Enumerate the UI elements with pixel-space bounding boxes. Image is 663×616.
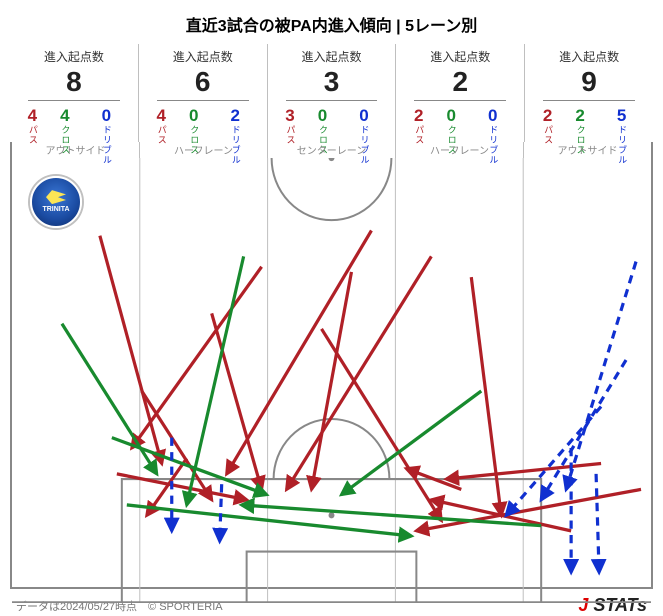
lane-pass-num: 2 — [414, 107, 423, 124]
lane-dribble-num: 0 — [102, 107, 111, 124]
lane-cell: 進入起点数 9 2 パス 2 クロス 5 ドリブル — [524, 44, 653, 142]
lane-name: ハーフレーン — [395, 142, 523, 158]
lane-cell: 進入起点数 6 4 パス 0 クロス 2 ドリブル — [138, 44, 267, 142]
entry-arrow — [187, 256, 244, 505]
entry-arrow — [312, 272, 352, 489]
lane-cross-num: 0 — [447, 107, 456, 124]
lane-cross-num: 0 — [189, 107, 198, 124]
lane-name: センターレーン — [267, 142, 395, 158]
entry-arrow — [117, 474, 247, 500]
lane-header-label: 進入起点数 — [396, 48, 524, 65]
lane-pass-num: 4 — [28, 107, 37, 124]
lane-header-label: 進入起点数 — [268, 48, 396, 65]
lane-cross-num: 4 — [60, 107, 69, 124]
lane-header-label: 進入起点数 — [525, 48, 653, 65]
lane-cross-num: 2 — [575, 107, 584, 124]
chart-container: 直近3試合の被PA内進入傾向 | 5レーン別 進入起点数 8 4 パス 4 クロ… — [0, 0, 663, 611]
lane-dribble-num: 0 — [359, 107, 368, 124]
lane-cell: 進入起点数 8 4 パス 4 クロス 0 ドリブル — [10, 44, 138, 142]
entry-arrow — [322, 329, 442, 521]
lane-names-row: アウトサイドハーフレーンセンターレーンハーフレーンアウトサイド — [12, 142, 651, 158]
lane-header-label: 進入起点数 — [139, 48, 267, 65]
team-badge-text: TRINITA — [42, 206, 69, 213]
lane-total: 9 — [543, 67, 635, 101]
lane-dribble-num: 5 — [617, 107, 626, 124]
team-badge-bird-icon — [46, 190, 66, 204]
pitch-area: アウトサイドハーフレーンセンターレーンハーフレーンアウトサイド TRINITA — [10, 142, 653, 589]
entry-arrow — [212, 313, 262, 489]
team-badge-inner: TRINITA — [42, 190, 69, 214]
lane-name: アウトサイド — [523, 142, 651, 158]
lane-total: 2 — [414, 67, 506, 101]
pitch-svg — [12, 158, 651, 603]
lane-cell: 進入起点数 2 2 パス 0 クロス 0 ドリブル — [395, 44, 524, 142]
entry-arrow — [596, 474, 599, 572]
lane-pass-num: 4 — [156, 107, 165, 124]
lane-name: アウトサイド — [12, 142, 139, 158]
lane-pass-num: 3 — [285, 107, 294, 124]
lanes-header: 進入起点数 8 4 パス 4 クロス 0 ドリブル 進入起点数 6 4 パス — [10, 44, 653, 142]
lane-pass-num: 2 — [543, 107, 552, 124]
entry-arrow — [100, 236, 162, 464]
entry-arrow — [287, 256, 432, 489]
team-badge: TRINITA — [30, 176, 82, 228]
lane-dribble-num: 2 — [230, 107, 239, 124]
lane-total: 8 — [28, 67, 120, 101]
lane-total: 3 — [286, 67, 378, 101]
lane-cross-num: 0 — [318, 107, 327, 124]
lane-name: ハーフレーン — [139, 142, 267, 158]
chart-title: 直近3試合の被PA内進入傾向 | 5レーン別 — [10, 8, 653, 44]
entry-arrow — [566, 262, 636, 490]
entry-arrow — [127, 505, 412, 536]
lane-header-label: 進入起点数 — [10, 48, 138, 65]
lane-total: 6 — [157, 67, 249, 101]
lane-cell: 進入起点数 3 3 パス 0 クロス 0 ドリブル — [267, 44, 396, 142]
entry-arrow — [227, 230, 372, 473]
lane-dribble-num: 0 — [488, 107, 497, 124]
